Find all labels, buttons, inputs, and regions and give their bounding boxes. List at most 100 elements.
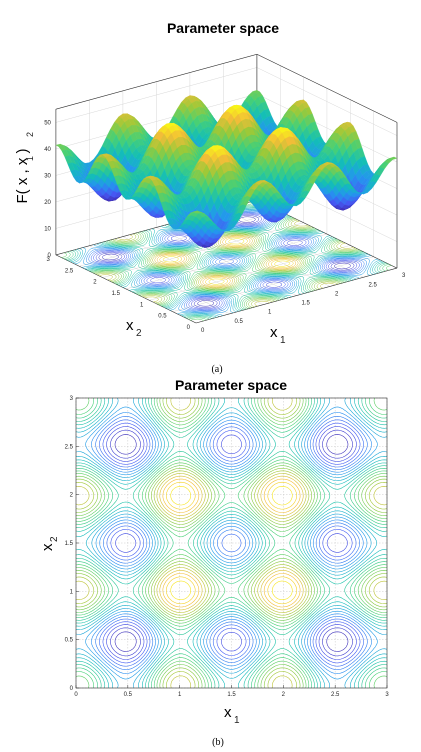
floor-contour-2 [95, 214, 358, 309]
floor-contour-18 [96, 215, 357, 308]
z-tick-label: 20 [44, 200, 51, 206]
contour-y-tick-label: 2 [70, 493, 74, 499]
surface-quad [192, 210, 201, 214]
floor-contour-23 [162, 238, 291, 285]
floor-contour-21 [156, 236, 297, 287]
panel-a-caption: (a) [211, 364, 222, 375]
contour-level-8 [75, 397, 388, 689]
x1-axis-label: x [270, 324, 278, 341]
contour-x1-label: x 1 [224, 704, 240, 726]
contour-grid [75, 397, 388, 689]
floor-contour-1 [98, 215, 355, 308]
floor-contour-12 [67, 204, 386, 319]
contour-level-2 [106, 426, 357, 660]
surface-z-label: F( x , x ) 1 2 [14, 132, 35, 204]
contour-level-4 [99, 419, 364, 667]
contour-x2-axis-label: x [39, 543, 56, 551]
z-tick-label: 50 [44, 120, 51, 126]
surface-title: Parameter space [167, 20, 279, 36]
z-tick-label: 30 [44, 173, 51, 179]
x1-tick-label: 2.5 [369, 282, 378, 288]
x1-tick-label: 2 [335, 291, 339, 297]
contour-x1-axis-label: x [224, 704, 232, 721]
contour-y-tick-label: 0.5 [65, 638, 74, 644]
contour-level-6 [91, 412, 372, 674]
floor-contour-16 [93, 214, 360, 309]
floor-contour-5 [88, 211, 365, 312]
contour-level-15 [75, 397, 388, 689]
x2-tick-label: 2.5 [65, 268, 74, 274]
x1-tick-label: 0.5 [235, 319, 244, 325]
surface-floor-contours [61, 201, 392, 322]
floor-grid-x-5 [223, 208, 364, 278]
x2-axis-label-sub: 2 [136, 328, 142, 339]
contour-level-13 [75, 397, 388, 689]
contour-x-tick-label: 2 [282, 692, 286, 698]
floor-contour-20 [154, 235, 299, 288]
x2-axis-label: x [126, 317, 134, 334]
x1-axis-label-sub: 1 [280, 335, 286, 346]
floor-grid-y-3 [125, 233, 328, 290]
contour-level-0 [114, 434, 349, 652]
x1-tick-label: 1.5 [302, 301, 311, 307]
contour-level-10 [75, 397, 388, 689]
contour-level-21 [162, 478, 301, 608]
contour-y-tick-label: 1 [70, 589, 74, 595]
contour-level-18 [75, 397, 388, 689]
contour-x-tick-label: 1.5 [227, 692, 236, 698]
contour-y-tick-label: 2.5 [65, 444, 74, 450]
contour-level-22 [166, 481, 297, 605]
contour-y-tick-label: 3 [70, 396, 74, 402]
surface-panel: Parameter space 0102030405000.511.522.53… [14, 20, 406, 375]
x2-tick-label: 1 [140, 302, 144, 308]
floor-contour-14 [63, 202, 390, 321]
box-edge-0 [55, 53, 257, 110]
box-edge-3 [55, 254, 197, 324]
contour-ticks: 0 0.5 1 1.5 2 2.5 3 0 0.5 1 1.5 2 2.5 3 [65, 396, 390, 698]
contour-x-tick-label: 2.5 [331, 692, 340, 698]
floor-contour-22 [159, 237, 294, 286]
surface-mesh [55, 90, 398, 248]
z-tick-label: 40 [44, 147, 51, 153]
contour-title: Parameter space [175, 377, 287, 393]
x1-tick-label: 1 [268, 310, 272, 316]
x1-tick-label: 0 [201, 328, 205, 334]
contour-level-14 [75, 397, 388, 689]
contour-level-17 [75, 397, 388, 689]
floor-contour-6 [86, 210, 367, 313]
x2-tick-label: 1.5 [112, 291, 121, 297]
contour-level-3 [102, 422, 361, 664]
contour-x-tick-label: 3 [385, 692, 389, 698]
contour-level-5 [95, 416, 368, 670]
z-axis-label-sub2: 2 [25, 132, 35, 137]
contour-x1-axis-label-sub: 1 [234, 715, 240, 726]
contour-x2-axis-label-sub: 2 [49, 536, 60, 542]
contour-x-tick-label: 1 [178, 692, 182, 698]
contour-x-tick-label: 0 [74, 692, 78, 698]
floor-contour-8 [74, 207, 379, 316]
box-edge-2 [195, 267, 398, 324]
contour-level-1 [110, 429, 353, 657]
z-tick-label: 10 [44, 226, 51, 232]
x1-tick-label: 3 [402, 273, 406, 279]
floor-contour-0 [102, 216, 351, 307]
x2-tick-label: 0 [187, 325, 191, 331]
contour-lines [75, 397, 388, 689]
contour-y-tick-label: 0 [70, 686, 74, 692]
z-tick-label: 0 [48, 253, 52, 259]
contour-x-tick-label: 0.5 [124, 692, 133, 698]
panel-b-caption: (b) [212, 737, 224, 748]
contour-level-16 [75, 397, 388, 689]
contour-level-23 [170, 486, 293, 600]
contour-level-19 [75, 397, 388, 689]
contour-x2-label: x 2 [39, 536, 60, 551]
x2-tick-label: 3 [47, 257, 51, 263]
contour-level-12 [75, 397, 388, 689]
floor-grid-y-5 [79, 211, 281, 267]
contour-y-tick-label: 1.5 [65, 541, 74, 547]
z-axis-label-sub1: 1 [25, 156, 35, 161]
floor-contour-19 [98, 216, 355, 307]
x2-tick-label: 2 [93, 280, 97, 286]
